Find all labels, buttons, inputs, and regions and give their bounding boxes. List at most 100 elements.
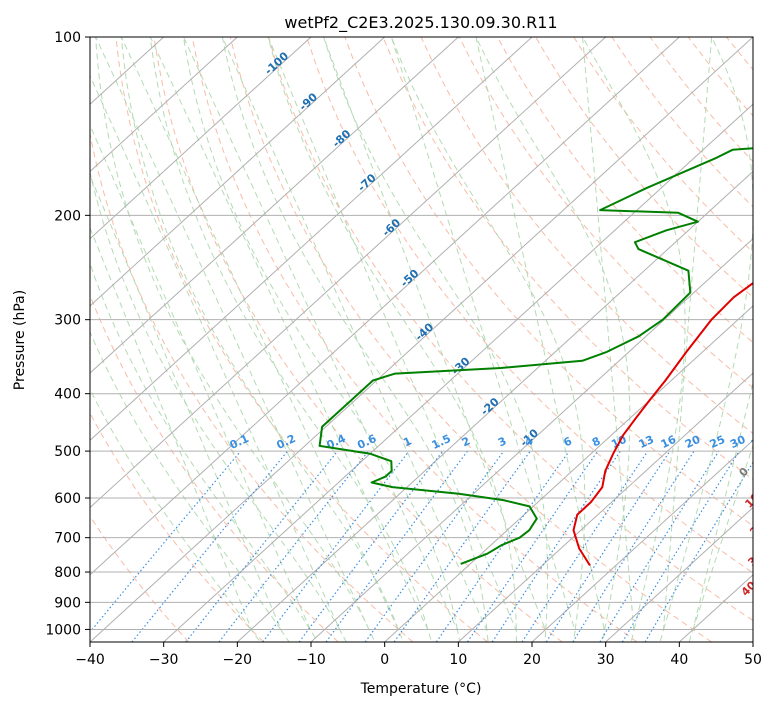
x-tick-label: 30 xyxy=(597,652,615,668)
isotherm-line xyxy=(163,103,753,642)
isotherm-label: -90 xyxy=(297,90,321,113)
dry-adiabat-line xyxy=(90,515,190,642)
isotherm-label: -80 xyxy=(330,127,354,150)
dry-adiabat-line xyxy=(611,37,753,208)
x-tick-label: −40 xyxy=(75,652,105,668)
isotherm-line xyxy=(310,237,753,642)
moist-adiabat-line xyxy=(95,37,376,642)
moist-adiabat-label: 10 xyxy=(742,490,762,510)
y-tick-label: 400 xyxy=(54,387,81,403)
mixing-ratio-line xyxy=(218,450,369,642)
moist-adiabat-line xyxy=(390,37,586,642)
moist-adiabat-line xyxy=(688,380,753,642)
sounding-series xyxy=(318,147,753,567)
dry-adiabat-line xyxy=(765,37,775,642)
mixing-ratio-line xyxy=(521,450,649,642)
moist-adiabat-label: 40 xyxy=(739,579,759,599)
y-tick-label: 700 xyxy=(54,531,81,547)
moist-adiabat-line xyxy=(90,226,261,642)
y-tick-label: 900 xyxy=(54,595,81,611)
mixing-ratio-line xyxy=(298,450,444,642)
isotherm-line xyxy=(531,439,753,642)
mixing-ratio-line xyxy=(545,450,671,642)
mixing-ratio-line xyxy=(491,450,621,642)
dry-adiabat-line xyxy=(306,37,753,574)
mixing-ratio-line xyxy=(185,450,339,642)
y-tick-label: 300 xyxy=(54,313,81,329)
mixing-ratio-label: 30 xyxy=(728,433,748,451)
mixing-ratio-label: 8 xyxy=(590,434,602,449)
x-tick-label: 50 xyxy=(744,652,762,668)
isotherm-line xyxy=(236,170,753,642)
moist-adiabat-line xyxy=(267,37,517,642)
x-tick-label: −10 xyxy=(296,652,326,668)
mixing-ratio-label: 0.1 xyxy=(228,432,251,452)
moist-adiabat-line xyxy=(475,37,631,642)
mixing-ratio-label: 0.2 xyxy=(275,432,298,452)
mixing-ratio-label: 36 xyxy=(749,433,769,451)
isotherm-line xyxy=(457,372,753,642)
mixing-ratio-label: 25 xyxy=(708,433,727,451)
background-lines xyxy=(90,37,775,642)
x-tick-label: −30 xyxy=(149,652,179,668)
dry-adiabat-line xyxy=(420,37,753,435)
plot-frame xyxy=(89,36,754,643)
mixing-ratio-line xyxy=(262,450,410,642)
moist-adiabat-line xyxy=(149,37,432,642)
moist-adiabat-labels: 0 10 20 30 40 xyxy=(737,465,767,599)
mixing-ratio-line xyxy=(466,450,599,642)
x-tick-label: 0 xyxy=(380,652,389,668)
dry-adiabat-line xyxy=(191,37,638,642)
x-tick-label: 40 xyxy=(670,652,688,668)
mixing-ratio-line xyxy=(621,450,740,642)
dry-adiabat-line xyxy=(535,37,753,298)
x-tick-label: 20 xyxy=(523,652,541,668)
mixing-ratio-label: 13 xyxy=(637,433,656,451)
mixing-ratio-label: 16 xyxy=(659,433,679,451)
mixing-ratio-line xyxy=(435,450,570,642)
mixing-ratio-line xyxy=(325,450,468,642)
isotherm-line xyxy=(90,37,753,642)
isotherm-line xyxy=(90,37,238,173)
moist-adiabat-label: 0 xyxy=(737,465,752,480)
dry-adiabat-line xyxy=(229,37,712,642)
isotherm-line xyxy=(90,37,386,307)
moist-adiabat-line xyxy=(659,37,753,642)
chart-title: wetPf2_C2E3.2025.130.09.30.R11 xyxy=(284,13,557,33)
dry-adiabat-line xyxy=(153,37,563,642)
mixing-ratio-label: 6 xyxy=(561,434,574,449)
temperature-line xyxy=(572,281,753,567)
y-axis-title: Pressure (hPa) xyxy=(12,290,28,390)
moist-adiabat-line xyxy=(582,37,686,642)
moist-adiabat-line xyxy=(120,37,404,642)
pressure-grid xyxy=(90,37,753,630)
moist-adiabat-line xyxy=(323,37,548,642)
dry-adiabat-line xyxy=(90,131,414,642)
moist-adiabat-line xyxy=(90,124,319,642)
mixing-ratio-label: 1 xyxy=(401,434,413,449)
dry-adiabat-line xyxy=(382,37,753,481)
moist-adiabat-line xyxy=(90,74,347,642)
isotherm-line xyxy=(90,37,459,374)
y-tick-label: 100 xyxy=(54,30,81,46)
y-tick-label: 1000 xyxy=(45,622,81,638)
moist-adiabat-label: 20 xyxy=(747,518,767,538)
dry-adiabat-line xyxy=(90,412,264,642)
mixing-ratio-line xyxy=(131,450,289,642)
isotherm-line xyxy=(90,37,312,240)
x-axis-title: Temperature (°C) xyxy=(360,681,482,697)
x-tick-label: −20 xyxy=(223,652,253,668)
dry-adiabat-line xyxy=(115,37,488,642)
x-tick-label: 10 xyxy=(449,652,467,668)
dry-adiabat-line xyxy=(496,37,753,344)
mixing-ratio-line xyxy=(90,450,242,633)
y-tick-label: 500 xyxy=(54,444,81,460)
isotherm-label: -60 xyxy=(380,216,404,239)
y-tick-label: 200 xyxy=(54,208,81,224)
dry-adiabat-line xyxy=(726,37,753,71)
mixing-ratio-line xyxy=(572,450,695,642)
dry-adiabat-line xyxy=(344,37,753,527)
y-axis: 100 200 300 400 500 600 700 800 900 1000 xyxy=(45,30,90,638)
moist-adiabat-label: 30 xyxy=(745,549,765,569)
